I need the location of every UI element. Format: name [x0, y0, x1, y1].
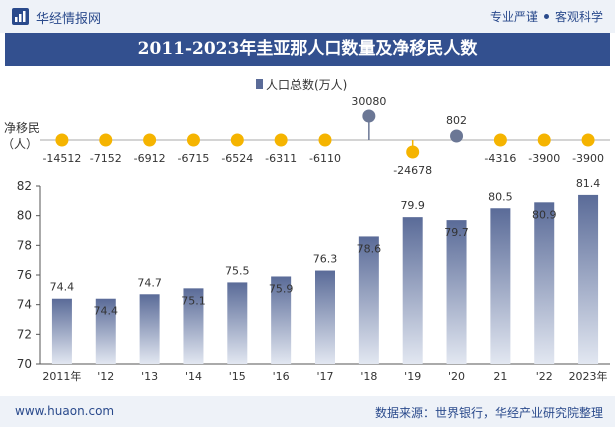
population-bar	[402, 217, 423, 364]
header-bar: 华经情报网 专业严谨 客观科学	[0, 0, 615, 33]
footer-bar: www.huaon.com 数据来源：世界银行，华经产业研究院整理	[0, 396, 615, 427]
population-value-label: 76.3	[313, 253, 338, 266]
population-value-label: 74.7	[137, 276, 162, 289]
population-bar	[578, 194, 599, 364]
migration-dot	[143, 133, 157, 147]
y-tick-label: 76	[17, 268, 32, 282]
title-bar: 2011-2023年圭亚那人口数量及净移民人数	[5, 33, 610, 66]
data-source: 数据来源：世界银行，华经产业研究院整理	[374, 406, 603, 420]
migration-axis-label: 净移民	[4, 121, 40, 135]
population-value-label: 80.5	[488, 190, 513, 203]
x-tick-label: '20	[448, 370, 465, 383]
y-axis: 70 72 74 76 78 80 82	[17, 179, 610, 371]
y-tick-label: 74	[17, 298, 32, 312]
x-tick-label: '14	[185, 370, 202, 383]
migration-value-label: -24678	[393, 164, 432, 177]
migration-dot	[99, 133, 113, 147]
population-value-label: 78.6	[357, 242, 382, 255]
population-value-label: 80.9	[532, 208, 557, 221]
population-value-label: 75.9	[269, 282, 294, 295]
population-value-label: 74.4	[50, 281, 75, 294]
y-tick-label: 78	[17, 238, 32, 252]
population-bar	[227, 282, 248, 364]
population-bar	[95, 298, 116, 364]
population-value-label: 79.7	[444, 226, 469, 239]
brand-name: 华经情报网	[36, 12, 102, 27]
population-bar	[490, 208, 511, 364]
migration-dot	[537, 133, 551, 147]
site-url: www.huaon.com	[15, 404, 115, 418]
population-bar	[446, 220, 467, 364]
population-value-label: 81.4	[576, 177, 601, 190]
population-bar	[271, 276, 292, 364]
migration-value-label: -6311	[265, 152, 297, 165]
y-tick-label: 82	[17, 179, 32, 193]
migration-dot	[230, 133, 244, 147]
migration-dot	[55, 133, 69, 147]
legend-label: 人口总数(万人)	[266, 77, 347, 92]
migration-value-label: -6524	[221, 152, 253, 165]
chart-title: 2011-2023年圭亚那人口数量及净移民人数	[137, 39, 478, 59]
population-bar	[315, 270, 335, 364]
migration-dot	[274, 133, 288, 147]
population-series: 74.4 74.4 74.7 75.1 75.5 75.9 76.3 78.6 79.9 79.7…	[50, 177, 601, 364]
tagline-right: 客观科学	[554, 10, 603, 24]
population-bar	[139, 294, 160, 364]
population-value-label: 79.9	[400, 199, 425, 212]
migration-value-label: -7152	[90, 152, 122, 165]
x-tick-label: '17	[316, 370, 333, 383]
tagline: 专业严谨 客观科学	[490, 8, 603, 25]
migration-dot	[318, 133, 332, 147]
population-bar	[51, 298, 72, 364]
migration-value-label: -14512	[42, 152, 81, 165]
migration-value-label: 802	[446, 114, 467, 127]
migration-dot	[406, 145, 420, 159]
x-tick-label: 21	[493, 370, 507, 383]
y-tick-label: 80	[17, 209, 32, 223]
migration-series: -14512 -7152 -6912 -6715 -6524 -6311 -6110 3008…	[42, 95, 604, 177]
x-tick-label: '15	[229, 370, 246, 383]
migration-value-label: -6110	[309, 152, 341, 165]
migration-dot	[450, 129, 464, 143]
y-tick-label: 70	[17, 357, 32, 371]
brand-logo-icon	[12, 8, 29, 25]
chart-area: 人口总数(万人) 净移民 （人） -14512 -7152 -6912 -6715 -6…	[2, 77, 610, 383]
tagline-left: 专业严谨	[489, 10, 538, 24]
x-tick-label: '22	[536, 370, 553, 383]
population-value-label: 75.1	[181, 294, 206, 307]
population-value-label: 75.5	[225, 264, 250, 277]
x-tick-label: 2023年	[569, 369, 608, 383]
migration-value-label: -4316	[484, 152, 516, 165]
migration-value-label: -6912	[134, 152, 166, 165]
population-bar	[358, 236, 379, 364]
x-axis: 2011年 '12 '13 '14 '15 '16 '17 '18 '19 '20 21 '22 202…	[42, 369, 607, 383]
legend-swatch	[256, 79, 263, 89]
x-tick-label: '13	[141, 370, 158, 383]
migration-value-label: -3900	[528, 152, 560, 165]
migration-value-label: 30080	[351, 95, 386, 108]
migration-value-label: -3900	[572, 152, 604, 165]
population-value-label: 74.4	[94, 305, 119, 318]
y-tick-label: 72	[17, 327, 32, 341]
migration-axis-unit: （人）	[2, 137, 38, 151]
x-tick-label: '16	[273, 370, 290, 383]
x-tick-label: '18	[360, 370, 377, 383]
population-bar	[534, 202, 555, 364]
x-tick-label: '12	[97, 370, 114, 383]
separator-dot-icon	[543, 14, 549, 19]
population-bar	[183, 288, 204, 364]
legend: 人口总数(万人)	[256, 77, 347, 92]
migration-dot	[362, 109, 376, 123]
migration-value-label: -6715	[177, 152, 209, 165]
x-tick-label: 2011年	[42, 369, 81, 383]
x-tick-label: '19	[404, 370, 421, 383]
migration-dot	[186, 133, 200, 147]
migration-dot	[581, 133, 595, 147]
migration-dot	[493, 133, 507, 147]
